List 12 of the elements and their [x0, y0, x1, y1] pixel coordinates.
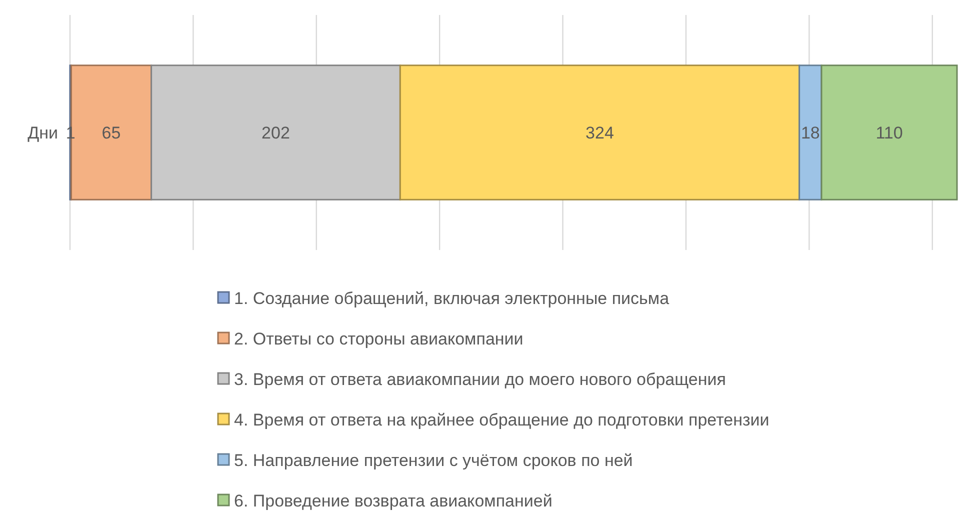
data-label: 202: [262, 123, 290, 142]
data-label: 18: [800, 123, 820, 142]
data-label: 324: [586, 123, 614, 142]
legend-label: 2. Ответы со стороны авиакомпании: [234, 329, 524, 348]
data-label: 65: [102, 123, 121, 142]
data-label: 110: [876, 123, 903, 142]
y-tick-label: Дни: [28, 123, 58, 142]
legend-label: 1. Создание обращений, включая электронные письма: [234, 288, 670, 308]
legend-label: 4. Время от ответа на крайнее обращение до подготовки претензии: [234, 410, 770, 430]
legend-label: 3. Время от ответа авиакомпании до моего нового обращения: [234, 370, 726, 389]
legend-label: 5. Направление претензии с учётом сроков по ней: [234, 450, 633, 470]
legend-label: 6. Проведение возврата авиакомпанией: [234, 491, 552, 510]
